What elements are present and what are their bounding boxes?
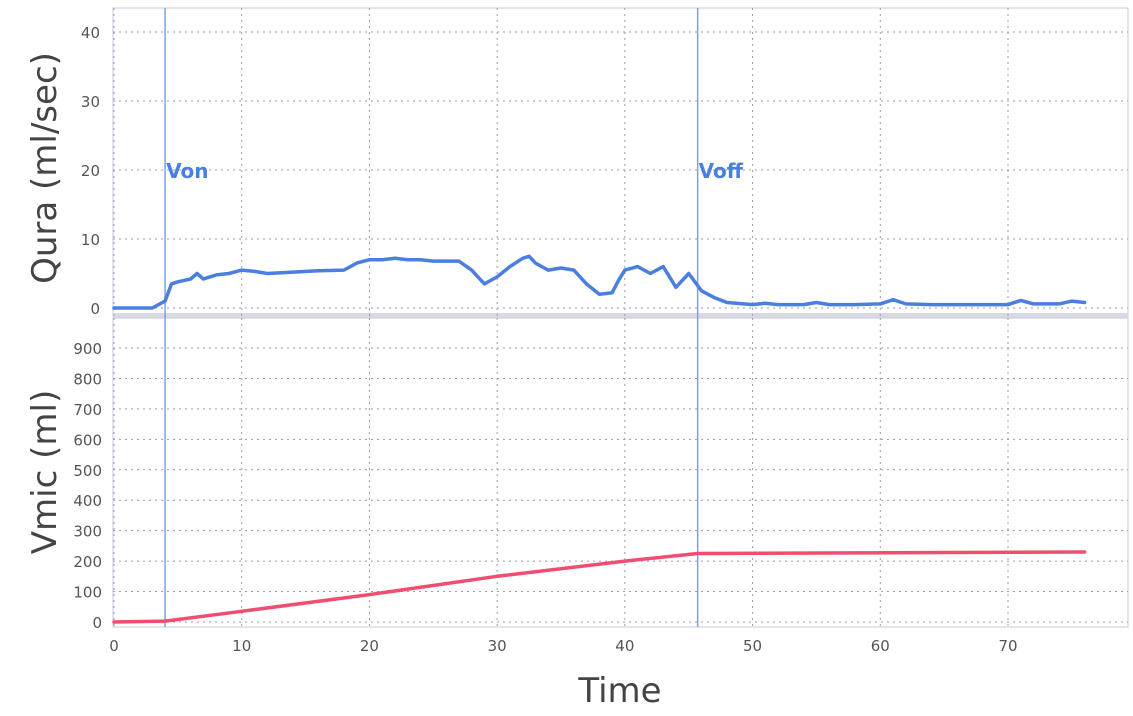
x-axis-title: Time <box>577 671 661 711</box>
top-y-tick-label: 30 <box>81 93 100 111</box>
x-tick-label: 60 <box>871 637 890 655</box>
top-plot-frame <box>112 7 1129 317</box>
bottom-plot-grid <box>112 317 1129 628</box>
top-plot-grid <box>112 7 1129 318</box>
panel-separator <box>113 313 1128 318</box>
bottom-y-tick-label: 0 <box>92 614 102 632</box>
bottom-y-axis-title: Vmic (ml) <box>25 390 65 554</box>
bottom-y-tick-label: 100 <box>73 584 102 602</box>
event-markers <box>164 8 699 627</box>
x-tick-label: 0 <box>109 637 119 655</box>
top-y-tick-label: 0 <box>90 300 100 318</box>
bottom-plot-frame <box>112 317 1129 628</box>
voided-volume-line <box>112 550 1087 624</box>
x-tick-label: 10 <box>232 637 251 655</box>
bottom-y-tick-label: 900 <box>73 340 102 358</box>
series-layer <box>112 254 1087 624</box>
top-y-tick-label: 10 <box>81 231 100 249</box>
x-tick-label: 70 <box>998 637 1017 655</box>
x-tick-label: 40 <box>615 637 634 655</box>
x-tick-label: 20 <box>360 637 379 655</box>
bottom-y-tick-label: 600 <box>73 431 102 449</box>
bottom-y-tick-label: 400 <box>73 492 102 510</box>
event-marker-label: Voff <box>699 159 744 183</box>
bottom-y-tick-label: 800 <box>73 370 102 388</box>
top-y-tick-label: 40 <box>81 24 100 42</box>
top-y-axis-title: Qura (ml/sec) <box>25 52 65 284</box>
bottom-y-tick-label: 200 <box>73 553 102 571</box>
bottom-y-tick-label: 700 <box>73 401 102 419</box>
x-tick-label: 30 <box>488 637 507 655</box>
event-marker-label: Von <box>166 159 208 183</box>
bottom-y-tick-label: 300 <box>73 523 102 541</box>
flow-rate-line <box>112 254 1087 310</box>
x-tick-label: 50 <box>743 637 762 655</box>
top-y-tick-label: 20 <box>81 162 100 180</box>
bottom-y-tick-label: 500 <box>73 462 102 480</box>
